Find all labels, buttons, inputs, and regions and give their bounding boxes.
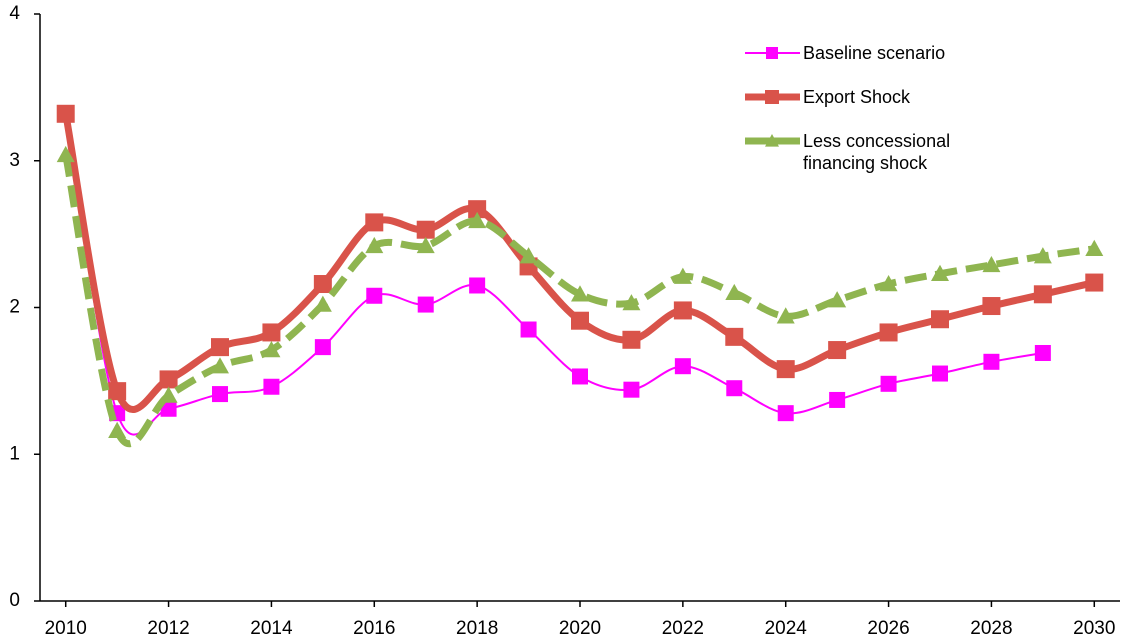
data-point <box>931 310 949 329</box>
data-point <box>982 297 1001 316</box>
data-point <box>1085 239 1104 256</box>
data-point <box>108 421 127 438</box>
data-point <box>776 307 795 324</box>
data-point <box>314 339 331 356</box>
legend-marker <box>765 134 779 147</box>
data-point <box>520 321 537 338</box>
data-point <box>159 386 178 403</box>
data-point <box>828 341 847 360</box>
data-point <box>263 378 280 395</box>
data-point <box>519 247 538 264</box>
data-point <box>931 264 949 281</box>
data-point <box>468 211 487 229</box>
data-point <box>56 145 75 163</box>
data-point <box>880 375 897 392</box>
legend-label: Less concessional financing shock <box>803 131 951 173</box>
y-tick-label: 3 <box>9 150 20 171</box>
data-point <box>571 311 589 330</box>
data-point <box>313 275 332 294</box>
data-point <box>622 294 641 311</box>
x-tick-label: 2024 <box>765 618 808 639</box>
data-point <box>1033 285 1052 304</box>
data-point <box>673 301 692 320</box>
data-point <box>776 360 795 379</box>
data-point <box>829 391 846 408</box>
data-point <box>1085 273 1104 292</box>
x-tick-label: 2018 <box>456 618 498 639</box>
data-point <box>159 370 178 389</box>
x-tick-label: 2020 <box>559 618 601 639</box>
x-tick-label: 2012 <box>147 618 189 639</box>
data-point <box>879 323 898 342</box>
data-point <box>313 295 332 312</box>
data-point <box>469 277 486 294</box>
data-point <box>828 291 847 308</box>
data-point <box>982 255 1001 273</box>
data-point <box>417 296 434 313</box>
data-point <box>365 236 384 254</box>
data-point <box>983 353 1000 370</box>
data-point <box>572 368 588 385</box>
legend-label: Export Shock <box>803 87 911 107</box>
x-tick-label: 2022 <box>662 618 704 639</box>
data-point <box>726 380 743 397</box>
data-point <box>1034 344 1051 361</box>
data-point <box>56 104 75 123</box>
data-point <box>932 365 948 382</box>
y-tick-label: 4 <box>9 3 20 24</box>
data-point <box>674 358 691 375</box>
data-point <box>1033 247 1052 264</box>
data-point <box>777 405 794 422</box>
x-tick-label: 2026 <box>867 618 909 639</box>
data-point <box>673 267 692 284</box>
data-point <box>211 357 229 374</box>
x-tick-label: 2030 <box>1073 618 1115 639</box>
y-tick-label: 1 <box>9 443 20 464</box>
data-point <box>262 323 281 342</box>
data-point <box>211 338 229 357</box>
data-point <box>879 275 898 292</box>
data-point <box>108 382 127 401</box>
data-point <box>262 341 281 358</box>
data-point <box>365 213 384 232</box>
legend-marker <box>765 90 779 104</box>
x-tick-label: 2014 <box>250 618 293 639</box>
data-point <box>416 220 435 239</box>
y-tick-label: 0 <box>9 590 20 611</box>
data-point <box>725 283 744 301</box>
x-tick-label: 2016 <box>353 618 395 639</box>
x-tick-label: 2028 <box>970 618 1012 639</box>
data-point <box>468 200 487 219</box>
data-point <box>725 327 744 346</box>
series-line <box>62 113 1096 413</box>
data-point <box>623 381 640 398</box>
y-tick-label: 2 <box>9 297 20 318</box>
legend-label: Baseline scenario <box>803 43 946 63</box>
data-point <box>416 236 435 254</box>
data-point <box>160 400 177 417</box>
data-point <box>571 285 589 302</box>
data-point <box>366 287 383 304</box>
legend-marker <box>766 47 778 59</box>
x-tick-label: 2010 <box>45 618 87 639</box>
data-point <box>212 386 228 403</box>
data-point <box>622 330 641 349</box>
